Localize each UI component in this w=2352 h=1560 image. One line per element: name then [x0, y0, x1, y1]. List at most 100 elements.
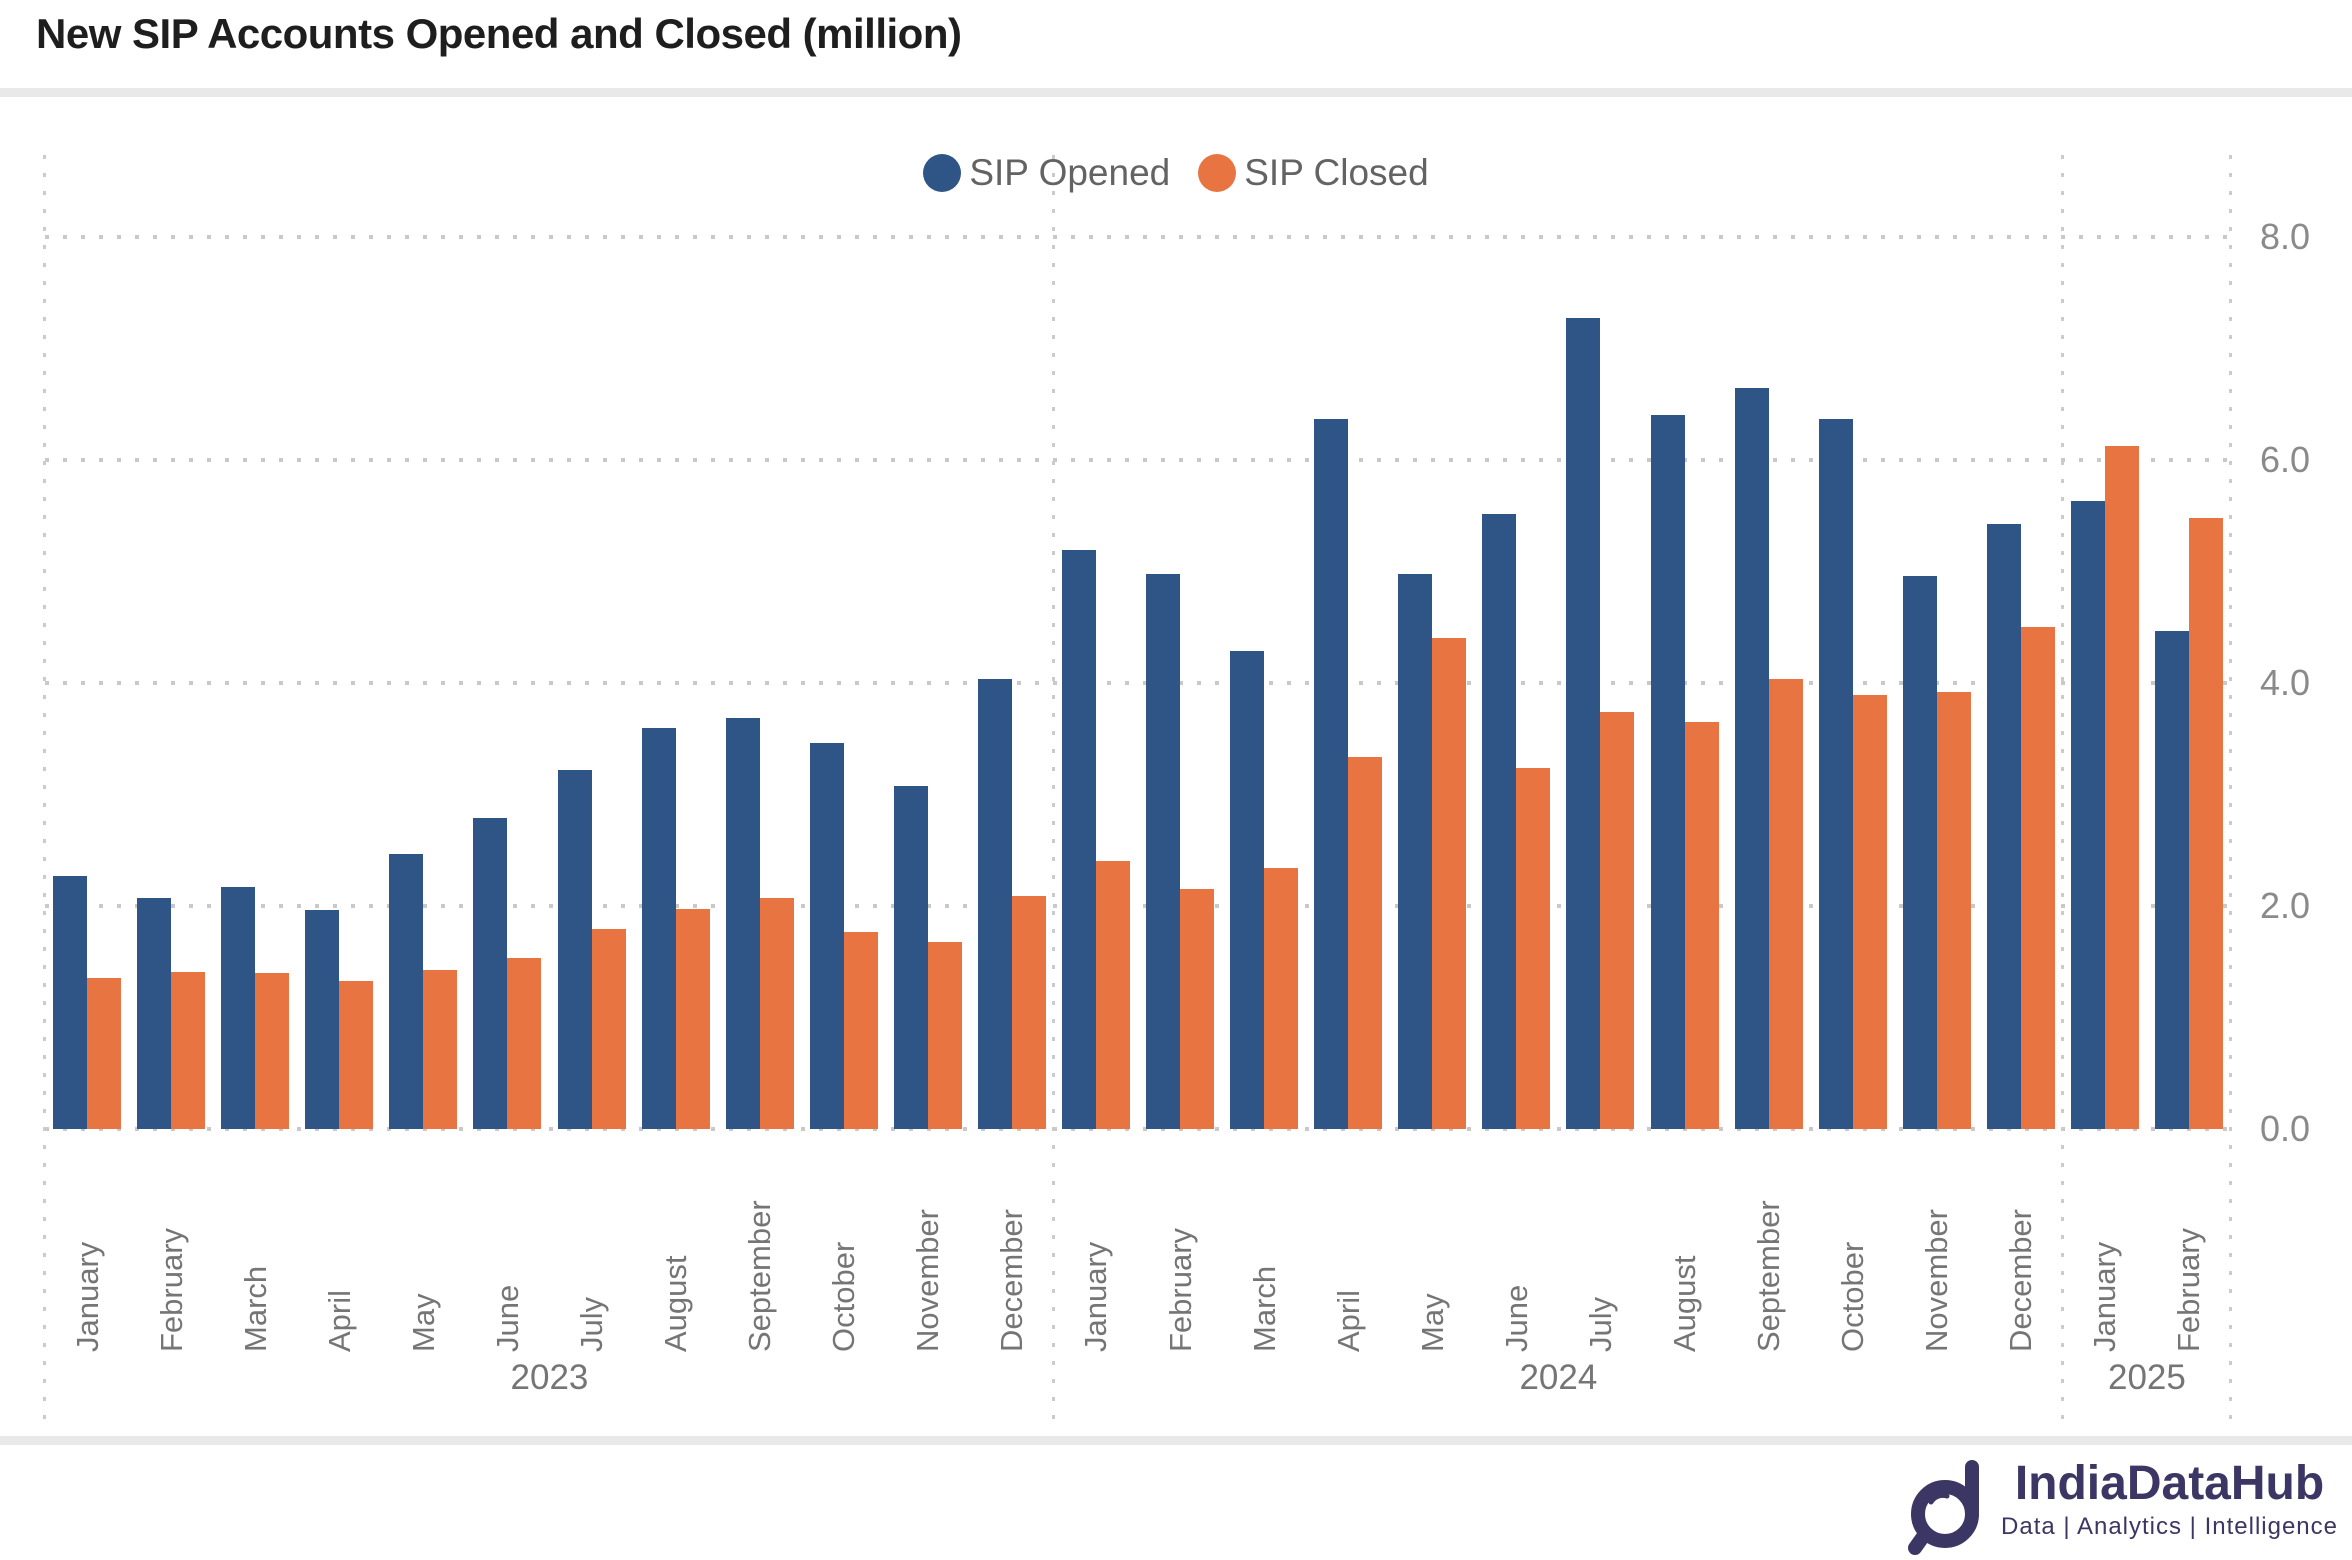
- legend-label-sip-closed: SIP Closed: [1244, 152, 1429, 193]
- bar-opened-April-3[interactable]: [305, 910, 340, 1129]
- legend-item-sip-closed[interactable]: SIP Closed: [1198, 152, 1429, 194]
- bar-opened-June-17[interactable]: [1482, 513, 1517, 1129]
- bar-closed-January-24[interactable]: [2104, 445, 2139, 1129]
- bar-closed-July-6[interactable]: [591, 929, 626, 1129]
- gridline-2.0: [45, 904, 2231, 908]
- x-label-slot: September: [1727, 1142, 1811, 1352]
- x-label-slot: August: [1642, 1142, 1726, 1352]
- bar-closed-July-18[interactable]: [1600, 712, 1635, 1129]
- bar-opened-August-19[interactable]: [1650, 415, 1685, 1129]
- x-label-slot: November: [886, 1142, 970, 1352]
- bar-closed-February-1[interactable]: [171, 971, 206, 1129]
- bar-closed-February-13[interactable]: [1180, 889, 1215, 1129]
- bar-opened-October-21[interactable]: [1818, 418, 1853, 1129]
- x-label-slot: January: [45, 1142, 129, 1352]
- bar-closed-September-8[interactable]: [759, 898, 794, 1129]
- separator-line: [2060, 155, 2064, 1432]
- bar-closed-March-14[interactable]: [1264, 868, 1299, 1129]
- bar-opened-December-23[interactable]: [1986, 523, 2021, 1129]
- bar-opened-July-18[interactable]: [1566, 318, 1601, 1129]
- bar-opened-January-24[interactable]: [2070, 501, 2105, 1129]
- y-tick-4.0: 4.0: [2260, 662, 2311, 703]
- bar-closed-February-25[interactable]: [2188, 517, 2223, 1129]
- bar-closed-March-2[interactable]: [255, 972, 290, 1129]
- bar-opened-April-15[interactable]: [1314, 418, 1349, 1129]
- bar-opened-December-11[interactable]: [977, 678, 1012, 1129]
- x-label-slot: December: [1979, 1142, 2063, 1352]
- bar-opened-February-25[interactable]: [2154, 630, 2189, 1129]
- bar-closed-June-5[interactable]: [507, 958, 542, 1129]
- brand-tagline: Data | Analytics | Intelligence: [2001, 1512, 2338, 1540]
- legend-label-sip-opened: SIP Opened: [969, 152, 1171, 193]
- bar-closed-November-22[interactable]: [1936, 691, 1971, 1129]
- x-label-slot: October: [1811, 1142, 1895, 1352]
- bar-opened-January-12[interactable]: [1061, 550, 1096, 1129]
- bar-closed-August-7[interactable]: [675, 909, 710, 1129]
- month-label-march: March: [237, 1265, 273, 1352]
- x-label-slot: July: [1558, 1142, 1642, 1352]
- legend-item-sip-opened[interactable]: SIP Opened: [923, 152, 1170, 194]
- month-label-june: June: [489, 1284, 525, 1352]
- y-tick-8.0: 8.0: [2260, 216, 2311, 257]
- bar-closed-January-12[interactable]: [1095, 861, 1130, 1129]
- bar-opened-September-20[interactable]: [1734, 387, 1769, 1129]
- bar-opened-August-7[interactable]: [641, 727, 676, 1129]
- bar-closed-June-17[interactable]: [1516, 767, 1551, 1129]
- plot-area: [45, 237, 2231, 1129]
- indiadatahub-logo-icon: [1908, 1460, 1980, 1555]
- bar-opened-June-5[interactable]: [473, 817, 508, 1129]
- x-label-slot: June: [1474, 1142, 1558, 1352]
- x-label-slot: February: [129, 1142, 213, 1352]
- month-label-march: March: [1246, 1265, 1282, 1352]
- bar-closed-October-21[interactable]: [1852, 695, 1887, 1129]
- y-tick-0.0: 0.0: [2260, 1108, 2311, 1149]
- bar-opened-May-4[interactable]: [389, 853, 424, 1129]
- separator-line: [2229, 155, 2232, 1432]
- separator-line: [1051, 155, 1055, 1432]
- sip-opened-swatch-icon: [923, 154, 962, 192]
- x-label-slot: November: [1895, 1142, 1979, 1352]
- bar-closed-October-9[interactable]: [843, 931, 878, 1129]
- x-label-slot: December: [970, 1142, 1054, 1352]
- footer-divider: [0, 1436, 2352, 1445]
- x-label-slot: February: [2147, 1142, 2231, 1352]
- bar-closed-April-3[interactable]: [339, 980, 374, 1129]
- month-label-february: February: [1162, 1227, 1198, 1352]
- bar-closed-December-23[interactable]: [2020, 627, 2055, 1129]
- gridline-0.0: [45, 1127, 2231, 1131]
- gridline-6.0: [45, 458, 2231, 462]
- brand-logo[interactable]: IndiaDataHub Data | Analytics | Intellig…: [1903, 1457, 2338, 1558]
- bar-closed-December-11[interactable]: [1011, 895, 1046, 1129]
- x-label-slot: September: [718, 1142, 802, 1352]
- bar-opened-May-16[interactable]: [1398, 573, 1433, 1129]
- bar-closed-November-10[interactable]: [927, 941, 962, 1129]
- x-label-slot: February: [1138, 1142, 1222, 1352]
- x-label-slot: April: [1306, 1142, 1390, 1352]
- bar-opened-July-6[interactable]: [557, 769, 592, 1129]
- month-label-january: January: [1078, 1241, 1114, 1352]
- bar-opened-February-1[interactable]: [137, 898, 172, 1129]
- bar-opened-March-14[interactable]: [1230, 650, 1265, 1129]
- x-label-slot: March: [1222, 1142, 1306, 1352]
- x-label-slot: January: [1054, 1142, 1138, 1352]
- sip-closed-swatch-icon: [1198, 154, 1237, 192]
- bar-closed-August-19[interactable]: [1684, 722, 1719, 1129]
- bar-opened-September-8[interactable]: [725, 717, 760, 1129]
- bar-closed-September-20[interactable]: [1768, 678, 1803, 1129]
- bar-opened-January-0[interactable]: [53, 875, 88, 1129]
- bar-opened-November-10[interactable]: [893, 785, 928, 1129]
- month-label-february: February: [153, 1227, 189, 1352]
- bar-closed-January-0[interactable]: [87, 978, 122, 1129]
- bar-opened-October-9[interactable]: [809, 743, 844, 1129]
- bar-closed-May-16[interactable]: [1432, 638, 1467, 1129]
- x-label-slot: January: [2063, 1142, 2147, 1352]
- bar-opened-March-2[interactable]: [221, 887, 256, 1129]
- month-label-january: January: [69, 1241, 105, 1352]
- bar-opened-November-22[interactable]: [1902, 575, 1937, 1129]
- title-divider: [0, 88, 2352, 97]
- x-label-slot: May: [1390, 1142, 1474, 1352]
- bar-closed-May-4[interactable]: [423, 969, 458, 1129]
- year-label-2023: 2023: [510, 1358, 589, 1397]
- bar-opened-February-13[interactable]: [1146, 573, 1181, 1129]
- bar-closed-April-15[interactable]: [1348, 756, 1383, 1129]
